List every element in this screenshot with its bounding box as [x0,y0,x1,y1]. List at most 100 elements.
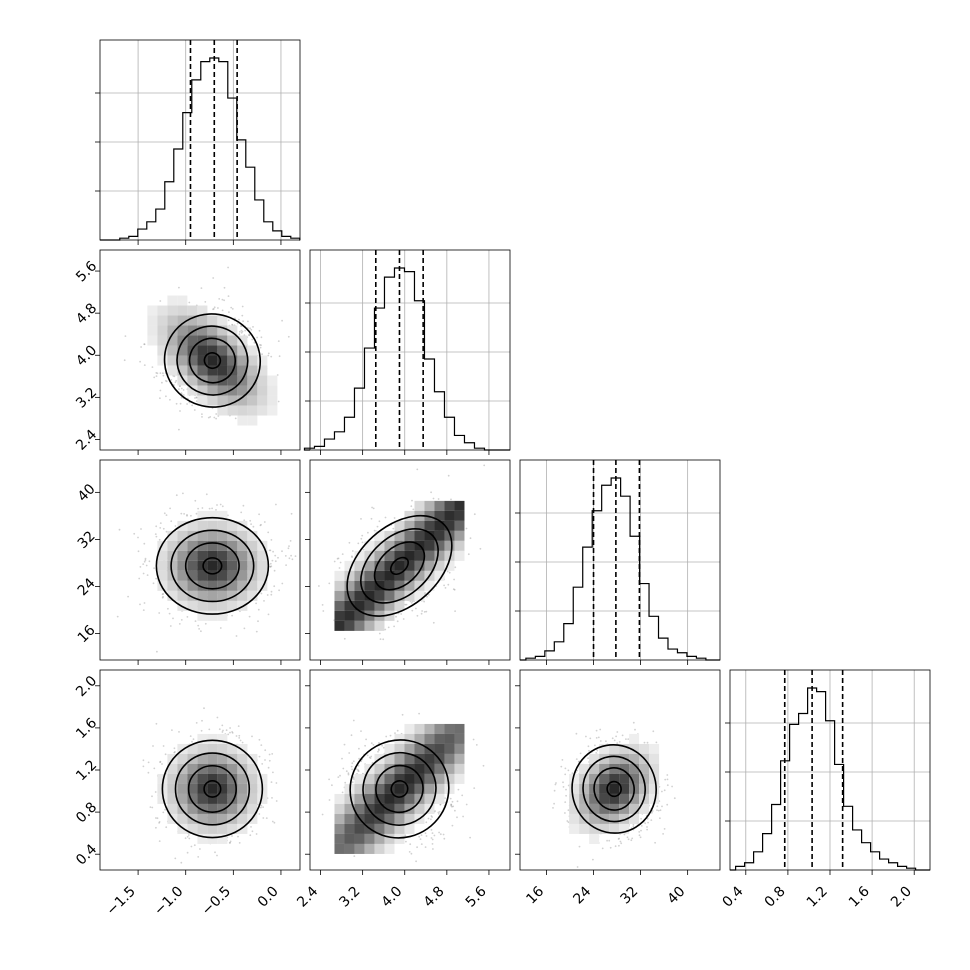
sample-point [209,416,212,418]
sample-point [416,468,419,471]
density-cell [257,385,268,396]
sample-point [384,516,387,519]
sample-point [483,464,486,467]
sample-point [258,513,260,516]
density-cell [207,823,218,834]
x-tick-label: 0.4 [720,883,747,910]
contour-level-2 [187,764,237,813]
sample-point [152,745,154,747]
sample-point [197,507,200,510]
sample-point [270,355,273,358]
sample-point [201,507,204,509]
sample-point [240,329,243,332]
sample-point [179,410,181,412]
y-ticks-0-3: 0.40.81.21.62.0 [73,673,100,868]
density-cell [414,570,425,581]
sample-point [287,335,290,338]
density-cell [177,295,188,306]
density-cell [237,550,248,561]
sample-point [159,522,162,524]
density-cell [207,610,218,621]
sample-point [162,527,165,530]
panel-frame [519,459,721,661]
sample-point [387,626,390,629]
sample-point [159,760,162,763]
density-cell [454,530,465,541]
density-cell [374,550,385,561]
sample-point [217,307,219,309]
density-cell [237,345,248,356]
density-cell [157,773,168,784]
sample-point [139,566,142,568]
density-cell [364,600,375,611]
histogram-step [730,687,930,871]
sample-point [467,553,470,556]
density-cell [147,335,158,346]
density-cell [177,580,188,591]
sample-point [423,600,425,603]
density-cell [257,550,268,561]
x-tick-label: 1.2 [804,884,831,911]
density-cell [227,763,238,774]
sample-point [175,402,178,405]
density-cell [217,520,228,531]
sample-point [260,336,263,339]
density-cell [177,570,188,581]
density-cell [227,793,238,804]
sample-point [229,727,232,729]
sample-point [169,507,172,510]
sample-point [238,737,241,739]
sample-point [155,577,158,580]
sample-point [231,323,234,326]
density-cell [167,773,178,784]
sample-point [241,741,244,744]
sample-point [215,509,217,511]
sample-point [212,308,214,311]
sample-point [162,593,165,595]
x-tick-label: −1.0 [151,884,186,919]
sample-point [360,518,362,520]
density-cell [207,600,218,611]
density-cell [207,540,218,551]
sample-point [240,331,243,334]
sample-point [225,729,228,732]
density-cell [217,813,228,824]
density-cell [197,763,208,774]
density-cell [404,570,415,581]
density-cell [207,560,218,571]
sample-point [261,763,264,765]
sample-point [162,811,165,814]
sample-point [465,527,468,530]
density-cell [364,580,375,591]
sample-point [273,821,276,824]
sample-point [227,514,229,517]
sample-point [143,343,146,346]
density-cell [207,733,218,744]
density-cell [247,590,258,601]
sample-point [396,620,399,623]
density-cell [227,590,238,601]
sample-point [278,355,281,358]
sample-point [159,761,162,764]
scatter-panel-0-1 [99,249,301,451]
sample-point [285,564,287,566]
density-cell [227,540,238,551]
density-cell [247,793,258,804]
density-cell [207,510,218,521]
sample-point [158,612,161,614]
contour-level-1 [170,529,255,603]
density-cell [334,620,345,631]
density-cell [434,560,445,571]
sample-point [180,392,183,394]
density-cell [187,570,198,581]
sample-point [198,628,201,630]
sample-point [213,416,216,419]
density-cell [167,335,178,346]
sample-point [288,557,291,560]
y-tick-label: 2.0 [73,673,100,700]
density-cell [444,500,455,511]
sample-point [393,625,395,628]
panel-frame [309,249,511,451]
sample-point [473,513,476,516]
sample-point [221,309,224,312]
